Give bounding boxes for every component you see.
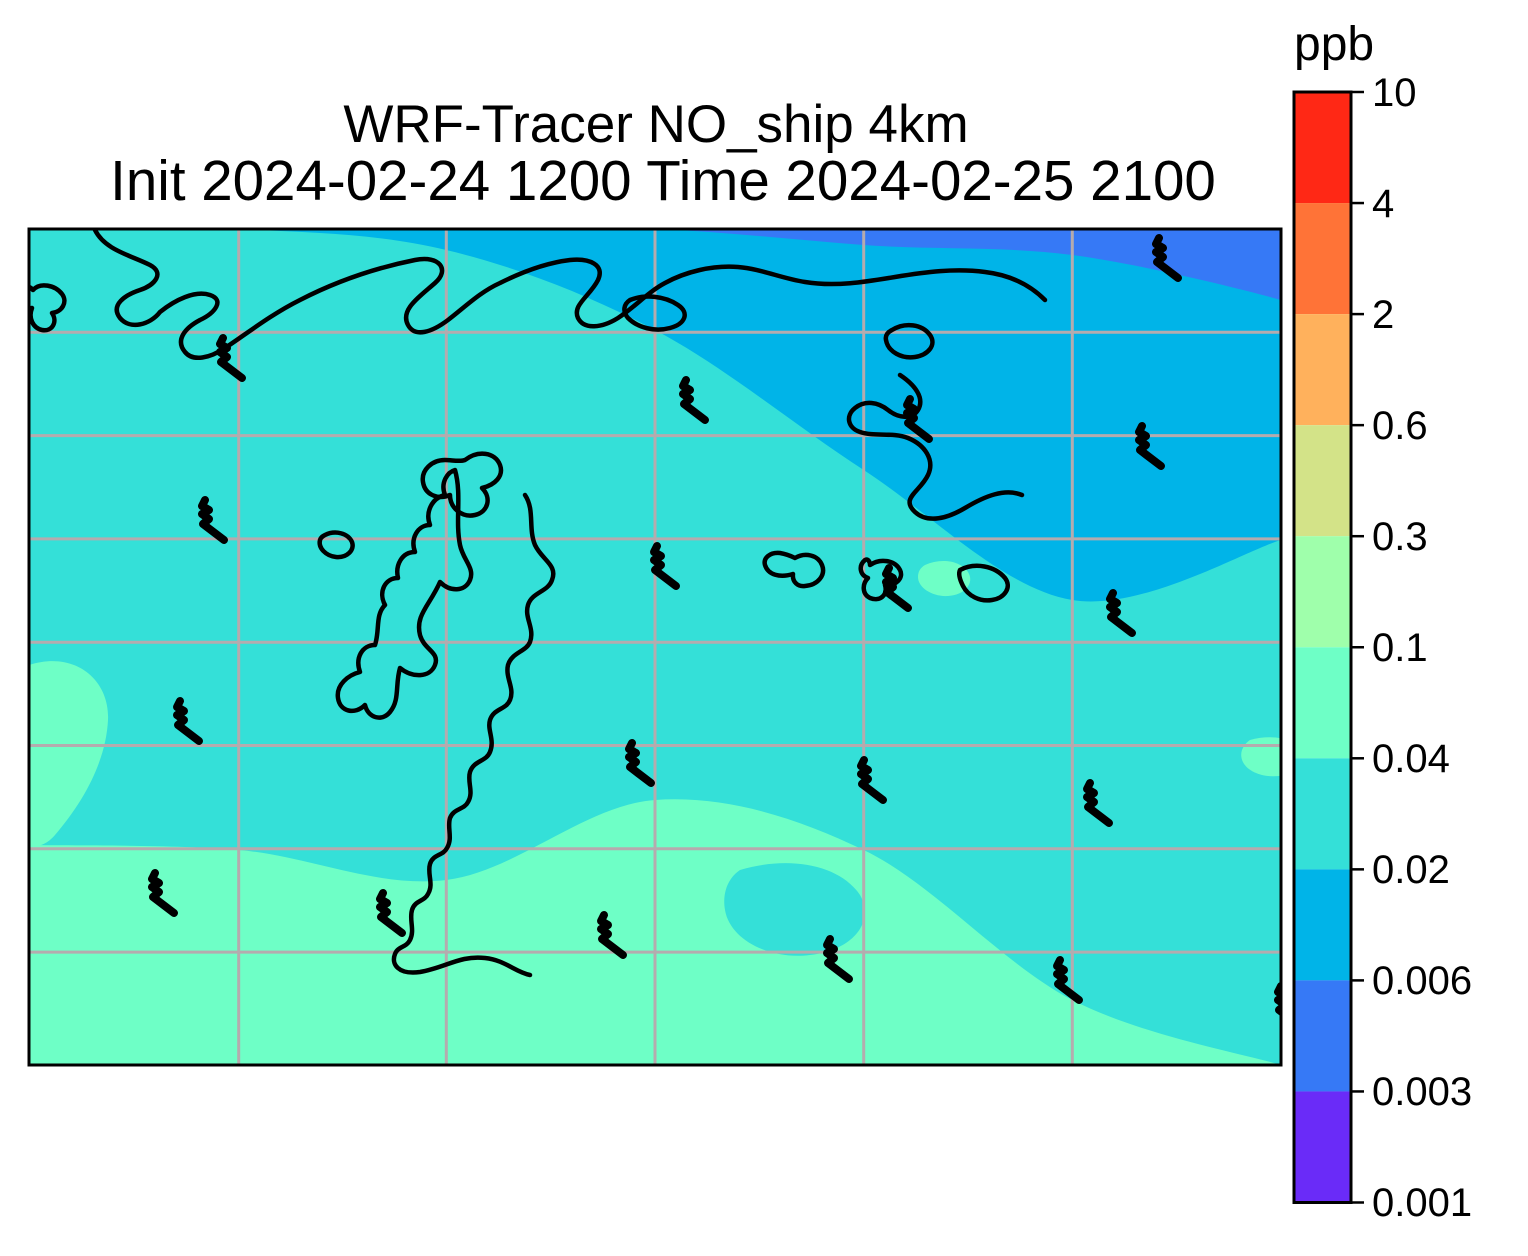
svg-text:0.3: 0.3 bbox=[1372, 515, 1428, 559]
svg-text:Init 2024-02-24 1200 Time 2024: Init 2024-02-24 1200 Time 2024-02-25 210… bbox=[110, 149, 1216, 212]
svg-text:WRF-Tracer NO_ship 4km: WRF-Tracer NO_ship 4km bbox=[343, 95, 968, 154]
svg-text:ppb: ppb bbox=[1294, 18, 1374, 71]
svg-text:2: 2 bbox=[1372, 293, 1394, 337]
svg-text:0.006: 0.006 bbox=[1372, 959, 1472, 1003]
svg-text:0.001: 0.001 bbox=[1372, 1181, 1472, 1225]
svg-text:10: 10 bbox=[1372, 71, 1417, 115]
svg-text:0.6: 0.6 bbox=[1372, 404, 1428, 448]
svg-text:4: 4 bbox=[1372, 182, 1394, 226]
svg-text:0.003: 0.003 bbox=[1372, 1070, 1472, 1114]
svg-text:0.1: 0.1 bbox=[1372, 626, 1428, 670]
svg-text:0.02: 0.02 bbox=[1372, 848, 1450, 892]
svg-text:0.04: 0.04 bbox=[1372, 737, 1450, 781]
